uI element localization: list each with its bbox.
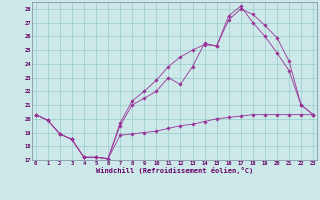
X-axis label: Windchill (Refroidissement éolien,°C): Windchill (Refroidissement éolien,°C)	[96, 167, 253, 174]
